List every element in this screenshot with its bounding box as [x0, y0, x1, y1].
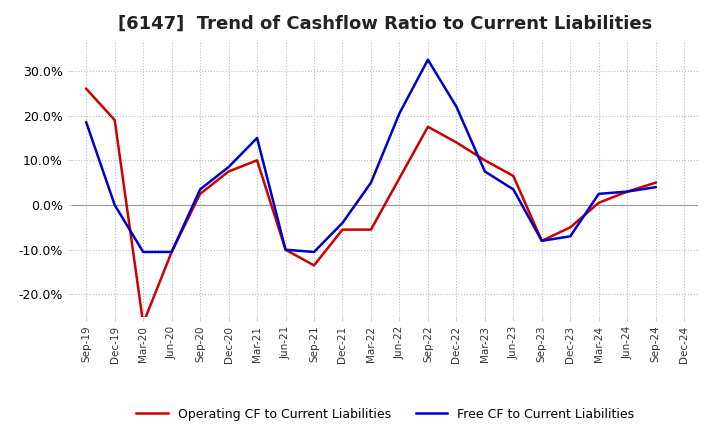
- Free CF to Current Liabilities: [366, 180, 375, 185]
- Operating CF to Current Liabilities: [652, 180, 660, 185]
- Free CF to Current Liabilities: [110, 202, 119, 208]
- Operating CF to Current Liabilities: [509, 173, 518, 179]
- Free CF to Current Liabilities: [423, 57, 432, 62]
- Free CF to Current Liabilities: [338, 220, 347, 226]
- Free CF to Current Liabilities: [509, 187, 518, 192]
- Free CF to Current Liabilities: [82, 120, 91, 125]
- Free CF to Current Liabilities: [282, 247, 290, 253]
- Operating CF to Current Liabilities: [139, 321, 148, 326]
- Free CF to Current Liabilities: [452, 104, 461, 109]
- Free CF to Current Liabilities: [253, 136, 261, 141]
- Operating CF to Current Liabilities: [537, 238, 546, 243]
- Operating CF to Current Liabilities: [452, 140, 461, 145]
- Free CF to Current Liabilities: [537, 238, 546, 243]
- Free CF to Current Liabilities: [225, 165, 233, 170]
- Operating CF to Current Liabilities: [366, 227, 375, 232]
- Operating CF to Current Liabilities: [623, 189, 631, 194]
- Operating CF to Current Liabilities: [196, 191, 204, 197]
- Free CF to Current Liabilities: [395, 111, 404, 116]
- Free CF to Current Liabilities: [623, 189, 631, 194]
- Free CF to Current Liabilities: [652, 184, 660, 190]
- Free CF to Current Liabilities: [480, 169, 489, 174]
- Line: Free CF to Current Liabilities: Free CF to Current Liabilities: [86, 60, 656, 252]
- Free CF to Current Liabilities: [566, 234, 575, 239]
- Operating CF to Current Liabilities: [82, 86, 91, 92]
- Operating CF to Current Liabilities: [395, 176, 404, 181]
- Operating CF to Current Liabilities: [225, 169, 233, 174]
- Free CF to Current Liabilities: [595, 191, 603, 197]
- Free CF to Current Liabilities: [167, 249, 176, 255]
- Operating CF to Current Liabilities: [566, 225, 575, 230]
- Legend: Operating CF to Current Liabilities, Free CF to Current Liabilities: Operating CF to Current Liabilities, Fre…: [130, 401, 640, 427]
- Operating CF to Current Liabilities: [480, 158, 489, 163]
- Operating CF to Current Liabilities: [253, 158, 261, 163]
- Operating CF to Current Liabilities: [282, 247, 290, 253]
- Line: Operating CF to Current Liabilities: Operating CF to Current Liabilities: [86, 89, 656, 323]
- Operating CF to Current Liabilities: [423, 124, 432, 129]
- Operating CF to Current Liabilities: [167, 249, 176, 255]
- Operating CF to Current Liabilities: [110, 117, 119, 123]
- Free CF to Current Liabilities: [310, 249, 318, 255]
- Operating CF to Current Liabilities: [595, 200, 603, 205]
- Operating CF to Current Liabilities: [310, 263, 318, 268]
- Free CF to Current Liabilities: [196, 187, 204, 192]
- Operating CF to Current Liabilities: [338, 227, 347, 232]
- Title: [6147]  Trend of Cashflow Ratio to Current Liabilities: [6147] Trend of Cashflow Ratio to Curren…: [118, 15, 652, 33]
- Free CF to Current Liabilities: [139, 249, 148, 255]
